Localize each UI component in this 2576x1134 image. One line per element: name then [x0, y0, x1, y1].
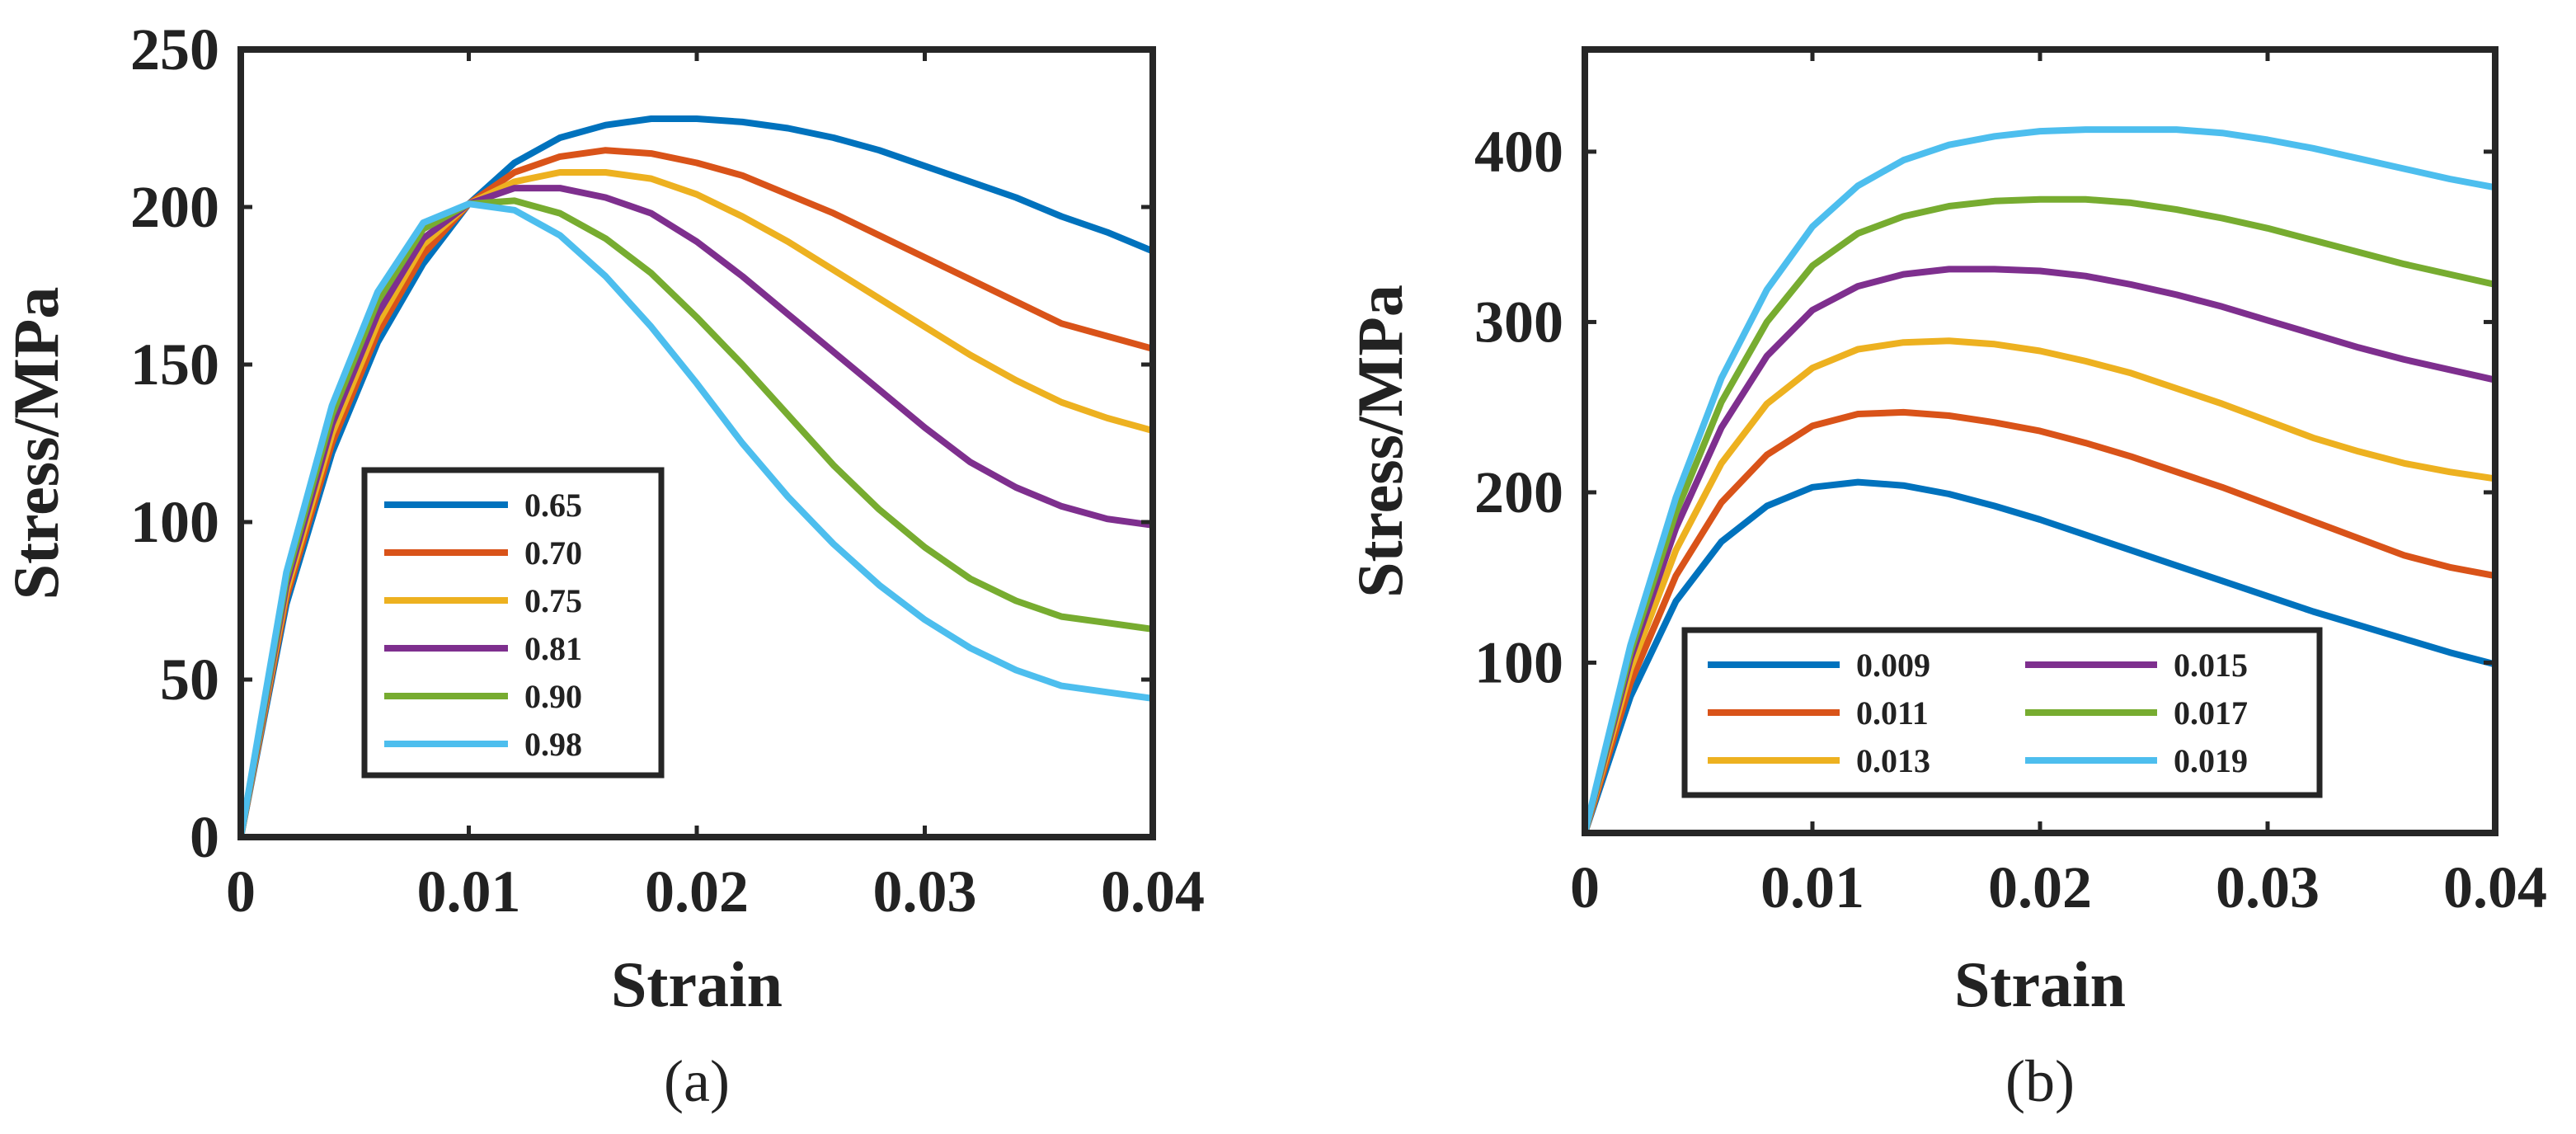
y-tick-label: 250: [130, 16, 219, 82]
legend-label: 0.75: [524, 582, 582, 619]
series-line-0.009: [1582, 478, 2498, 836]
series-line-0.70: [237, 147, 1156, 840]
y-tick-label: 400: [1474, 119, 1563, 185]
series-line-0.98: [237, 200, 1156, 840]
legend-item-0.017: 0.017: [2025, 694, 2248, 732]
series-line-0.75: [237, 169, 1156, 840]
y-tick-label: 100: [130, 489, 219, 555]
legend-item-0.98: 0.98: [384, 726, 582, 763]
series-line-0.81: [237, 185, 1156, 840]
y-tick-label: 300: [1474, 289, 1563, 355]
legend: 0.009 0.011 0.013 0.015 0.017 0.019: [1681, 627, 2323, 798]
series-line-0.011: [1582, 408, 2498, 836]
legend-label: 0.81: [524, 630, 582, 667]
y-tick-label: 200: [130, 174, 219, 240]
legend-label: 0.90: [524, 678, 582, 715]
series-lines: [1582, 126, 2498, 836]
x-tick-label: 0: [226, 859, 256, 925]
legend-label: 0.013: [1856, 742, 1930, 779]
legend-item-0.75: 0.75: [384, 582, 582, 619]
series-line-0.65: [237, 115, 1156, 840]
legend: 0.65 0.70 0.75 0.81 0.90 0.98: [361, 467, 665, 779]
legend-item-0.015: 0.015: [2025, 647, 2248, 684]
series-line-0.90: [237, 197, 1156, 840]
x-tick-label: 0.04: [2443, 854, 2547, 920]
series-line-0.015: [1582, 266, 2498, 836]
legend-label: 0.009: [1856, 647, 1930, 684]
x-tick-label: 0.01: [1760, 854, 1864, 920]
legend-item-0.009: 0.009: [1708, 647, 1930, 684]
legend-label: 0.017: [2174, 694, 2248, 732]
legend-item-0.70: 0.70: [384, 534, 582, 572]
legend-label: 0.65: [524, 487, 582, 524]
legend-item-0.81: 0.81: [384, 630, 582, 667]
legend-item-0.90: 0.90: [384, 678, 582, 715]
legend-label: 0.019: [2174, 742, 2248, 779]
x-tick-label: 0.02: [1988, 854, 2092, 920]
panel-label: (b): [2005, 1048, 2075, 1114]
legend-label: 0.98: [524, 726, 582, 763]
y-tick-label: 200: [1474, 459, 1563, 525]
y-tick-label: 100: [1474, 629, 1563, 695]
legend-item-0.65: 0.65: [384, 487, 582, 524]
series-line-0.019: [1582, 126, 2498, 836]
legend-item-0.019: 0.019: [2025, 742, 2248, 779]
legend-box: [361, 467, 665, 779]
x-tick-label: 0: [1570, 854, 1600, 920]
x-tick-label: 0.01: [417, 859, 521, 925]
panel-label: (a): [664, 1048, 730, 1114]
y-tick-label: 0: [190, 804, 219, 870]
y-tick-label: 50: [160, 647, 219, 713]
series-lines: [237, 115, 1156, 840]
x-axis-label: Strain: [1954, 948, 2126, 1020]
legend-label: 0.011: [1856, 694, 1929, 732]
legend-label: 0.70: [524, 534, 582, 572]
legend-label: 0.015: [2174, 647, 2248, 684]
legend-item-0.011: 0.011: [1708, 694, 1929, 732]
x-tick-label: 0.03: [873, 859, 977, 925]
chart-panel-b: 0 0.01 0.02 0.03 0.04 100 200 300 400 Strain Stres…: [1344, 46, 2547, 1114]
series-line-0.013: [1582, 337, 2498, 836]
y-axis-label: Stress/MPa: [1344, 285, 1416, 598]
x-tick-label: 0.02: [645, 859, 749, 925]
x-tick-label: 0.03: [2216, 854, 2320, 920]
y-axis-label: Stress/MPa: [0, 287, 72, 600]
legend-item-0.013: 0.013: [1708, 742, 1930, 779]
chart-panel-a: 0 0.01 0.02 0.03 0.04 0 50 100 150 200 250 Strain St…: [0, 16, 1205, 1114]
y-tick-label: 150: [130, 332, 219, 398]
x-tick-label: 0.04: [1101, 859, 1205, 925]
series-line-0.017: [1582, 195, 2498, 836]
x-axis-label: Strain: [611, 948, 783, 1020]
